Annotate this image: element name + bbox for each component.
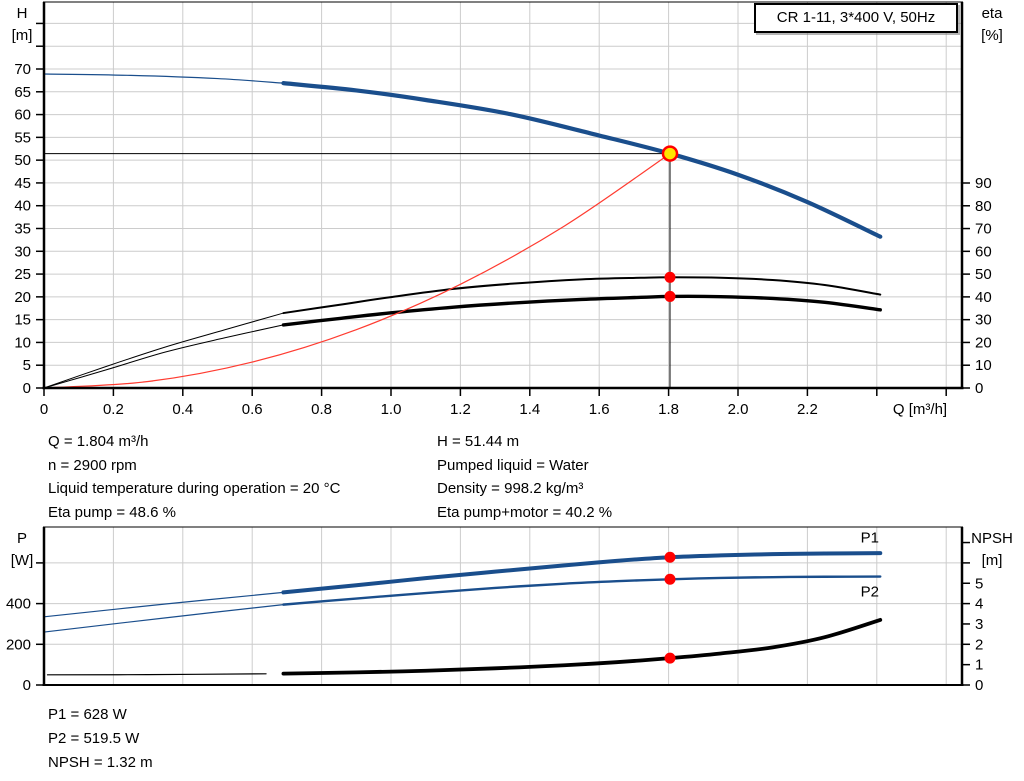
tick-label: 1 <box>975 657 983 674</box>
tick-label: 0.6 <box>242 401 263 418</box>
tick-label: 20 <box>975 334 992 351</box>
tick-label: 1.4 <box>519 401 540 418</box>
annotation-density: Density = 998.2 kg/m³ <box>437 480 584 497</box>
tick-label: 35 <box>14 221 31 238</box>
p1-point <box>664 551 676 563</box>
left-axis-title: P <box>17 530 27 547</box>
tick-label: 25 <box>14 266 31 283</box>
power-npsh-chart: 0 200 400 0 1 2 3 4 5 P [W] NPSH [m] P1 P2 <box>6 526 1013 694</box>
p1-curve-low-flow <box>43 591 285 618</box>
tick-label: 45 <box>14 175 31 192</box>
annotation-flow: Q = 1.804 m³/h <box>48 433 149 450</box>
p1-curve <box>281 551 883 595</box>
tick-label: 0.2 <box>103 401 124 418</box>
x-axis-title: Q [m³/h] <box>893 401 947 418</box>
tick-label: 5 <box>23 357 31 374</box>
annotation-head: H = 51.44 m <box>437 433 520 450</box>
annotation-npsh: NPSH = 1.32 m <box>48 754 153 771</box>
tick-label: 65 <box>14 84 31 101</box>
tick-label: 40 <box>975 289 992 306</box>
tick-label: 40 <box>14 198 31 215</box>
tick-label: 3 <box>975 616 983 633</box>
annotation-speed: n = 2900 rpm <box>48 456 137 474</box>
tick-label: 60 <box>975 243 992 260</box>
tick-label: 0 <box>975 380 983 397</box>
tick-label: 0 <box>40 401 48 418</box>
annotation-liquid-temp: Liquid temperature during operation = 20… <box>48 480 341 497</box>
qh-eta-chart-plot-area[interactable] <box>44 2 962 388</box>
tick-label: 5 <box>975 575 983 592</box>
tick-label: 30 <box>975 312 992 329</box>
tick-label: 30 <box>14 243 31 260</box>
tick-label: 15 <box>14 312 31 329</box>
tick-label: 90 <box>975 175 992 192</box>
tick-label: 0 <box>975 677 983 694</box>
pump-name-text: CR 1-11, 3*400 V, 50Hz <box>776 9 936 26</box>
duty-info-left: Q = 1.804 m³/h n = 2900 rpm Liquid tempe… <box>48 430 340 524</box>
annotation-eta-pump: Eta pump = 48.6 % <box>48 503 176 521</box>
left-axis-title: H <box>17 5 28 22</box>
power-info: P1 = 628 W P2 = 519.5 W NPSH = 1.32 m <box>48 703 153 775</box>
tick-label: 1.2 <box>450 401 471 418</box>
tick-label: 4 <box>975 596 983 613</box>
tick-label: 70 <box>14 61 31 78</box>
tick-label: 10 <box>975 357 992 374</box>
eta-pump-point <box>664 271 676 283</box>
annotation-p1: P1 = 628 W <box>48 706 127 723</box>
tick-label: 55 <box>14 129 31 146</box>
left-axis-title: [m] <box>12 27 33 44</box>
tick-label: 2.0 <box>728 401 749 418</box>
tick-label: 0 <box>23 380 31 397</box>
p2-point <box>664 573 676 585</box>
annotation-p2: P2 = 519.5 W <box>48 730 140 747</box>
eta-pump-curve <box>282 276 882 315</box>
annotation-eta-pump-motor: Eta pump+motor = 40.2 % <box>437 503 613 521</box>
annotation-pumped-liquid: Pumped liquid = Water <box>437 456 589 474</box>
tick-label: 1.6 <box>589 401 610 418</box>
tick-label: 60 <box>14 107 31 124</box>
tick-label: 0 <box>23 677 31 694</box>
duty-info-right: H = 51.44 m Pumped liquid = Water Densit… <box>437 430 612 524</box>
tick-label: 1.8 <box>658 401 679 418</box>
tick-label: 0.8 <box>311 401 332 418</box>
eta-pump-motor-point <box>664 290 676 302</box>
eta-pump-motor-curve <box>281 294 882 327</box>
tick-label: 10 <box>14 334 31 351</box>
power-npsh-chart-plot-area[interactable] <box>44 527 962 685</box>
tick-label: 2.2 <box>797 401 818 418</box>
tick-label: 50 <box>14 152 31 169</box>
p2-curve-label: P2 <box>861 583 879 600</box>
eta-pump-curve-low-flow <box>43 312 284 389</box>
tick-label: 20 <box>14 289 31 306</box>
tick-label: 400 <box>6 596 31 613</box>
npsh-curve-low-flow <box>46 673 267 676</box>
eta-pump-motor-curve-low-flow <box>43 324 284 389</box>
right-axis-title: eta <box>982 5 1004 22</box>
p2-curve <box>282 575 882 606</box>
npsh-curve <box>281 617 883 676</box>
tick-label: 80 <box>975 198 992 215</box>
system-curve <box>43 152 671 389</box>
npsh-point <box>664 652 676 664</box>
tick-label: 70 <box>975 221 992 238</box>
right-axis-title: NPSH <box>971 530 1013 547</box>
tick-label: 0.4 <box>172 401 193 418</box>
tick-label: 1.0 <box>381 401 402 418</box>
right-axis-title: [%] <box>981 27 1003 44</box>
pump-name-box: CR 1-11, 3*400 V, 50Hz <box>754 3 958 33</box>
tick-label: 2 <box>975 636 983 653</box>
qh-curve <box>281 81 883 239</box>
duty-point-marker[interactable] <box>661 145 679 162</box>
qh-eta-chart: 0 5 10 15 20 25 30 35 40 45 50 55 60 65 70 0 10 20 30 40 50 6… <box>12 1 1004 418</box>
qh-curve-low-flow <box>43 73 285 84</box>
p1-curve-label: P1 <box>861 530 879 547</box>
right-axis-title: [m] <box>982 552 1003 569</box>
p2-curve-low-flow <box>43 604 285 633</box>
tick-label: 50 <box>975 266 992 283</box>
tick-label: 200 <box>6 636 31 653</box>
left-axis-title: [W] <box>11 552 34 569</box>
